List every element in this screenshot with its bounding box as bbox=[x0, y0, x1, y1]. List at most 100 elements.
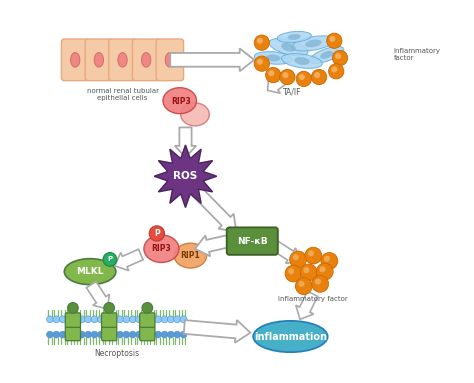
Circle shape bbox=[85, 331, 91, 338]
Ellipse shape bbox=[310, 46, 344, 63]
Text: inflammatory
factor: inflammatory factor bbox=[393, 47, 440, 61]
Ellipse shape bbox=[253, 321, 328, 352]
Circle shape bbox=[123, 316, 130, 323]
Polygon shape bbox=[115, 249, 143, 271]
Ellipse shape bbox=[181, 103, 210, 126]
Circle shape bbox=[335, 53, 341, 59]
Circle shape bbox=[257, 59, 263, 65]
Circle shape bbox=[142, 316, 149, 323]
Circle shape bbox=[161, 316, 168, 323]
Circle shape bbox=[59, 331, 66, 338]
Circle shape bbox=[180, 316, 187, 323]
Text: inflammatory factor: inflammatory factor bbox=[278, 296, 348, 303]
Polygon shape bbox=[154, 145, 217, 208]
Circle shape bbox=[324, 255, 330, 262]
Circle shape bbox=[117, 331, 123, 338]
Circle shape bbox=[91, 331, 98, 338]
Circle shape bbox=[129, 316, 136, 323]
Ellipse shape bbox=[165, 52, 174, 67]
FancyBboxPatch shape bbox=[62, 39, 89, 81]
Circle shape bbox=[161, 331, 168, 338]
Ellipse shape bbox=[118, 52, 127, 67]
Circle shape bbox=[296, 71, 311, 87]
Circle shape bbox=[148, 331, 155, 338]
Polygon shape bbox=[184, 320, 250, 343]
Circle shape bbox=[299, 74, 305, 80]
Circle shape bbox=[293, 254, 299, 260]
Ellipse shape bbox=[281, 43, 296, 52]
Circle shape bbox=[180, 331, 187, 338]
Polygon shape bbox=[170, 48, 254, 71]
Text: NF-κB: NF-κB bbox=[237, 237, 268, 246]
Ellipse shape bbox=[254, 52, 292, 64]
Polygon shape bbox=[267, 72, 289, 93]
FancyBboxPatch shape bbox=[65, 326, 81, 341]
FancyBboxPatch shape bbox=[140, 313, 155, 327]
Ellipse shape bbox=[71, 52, 80, 67]
Circle shape bbox=[167, 331, 174, 338]
Circle shape bbox=[149, 226, 164, 241]
Text: RIP3: RIP3 bbox=[151, 244, 171, 253]
Circle shape bbox=[104, 331, 111, 338]
Ellipse shape bbox=[104, 303, 115, 313]
Text: RIP1: RIP1 bbox=[181, 251, 201, 260]
FancyBboxPatch shape bbox=[65, 313, 81, 327]
Circle shape bbox=[327, 33, 342, 48]
FancyBboxPatch shape bbox=[132, 39, 160, 81]
Circle shape bbox=[136, 316, 143, 323]
Text: P: P bbox=[154, 229, 160, 238]
Text: inflammation: inflammation bbox=[254, 332, 327, 342]
Circle shape bbox=[136, 331, 143, 338]
FancyBboxPatch shape bbox=[109, 39, 136, 81]
Circle shape bbox=[319, 266, 326, 272]
Circle shape bbox=[91, 316, 98, 323]
Text: TA/IF: TA/IF bbox=[283, 88, 301, 97]
Polygon shape bbox=[86, 282, 109, 309]
Circle shape bbox=[85, 316, 91, 323]
Ellipse shape bbox=[144, 235, 179, 262]
Circle shape bbox=[66, 316, 73, 323]
Circle shape bbox=[104, 316, 111, 323]
Text: ROS: ROS bbox=[173, 171, 198, 181]
Ellipse shape bbox=[288, 34, 301, 40]
FancyBboxPatch shape bbox=[227, 228, 278, 255]
Polygon shape bbox=[175, 128, 196, 157]
Circle shape bbox=[303, 267, 310, 273]
FancyBboxPatch shape bbox=[140, 326, 155, 341]
Circle shape bbox=[331, 66, 337, 72]
Ellipse shape bbox=[142, 303, 153, 313]
Ellipse shape bbox=[163, 88, 197, 114]
Circle shape bbox=[123, 331, 130, 338]
Circle shape bbox=[301, 264, 317, 281]
Circle shape bbox=[78, 316, 85, 323]
Circle shape bbox=[174, 331, 181, 338]
Circle shape bbox=[254, 35, 269, 50]
Circle shape bbox=[280, 69, 295, 85]
Circle shape bbox=[78, 331, 85, 338]
Circle shape bbox=[66, 331, 73, 338]
Ellipse shape bbox=[68, 303, 78, 313]
Circle shape bbox=[155, 331, 162, 338]
Circle shape bbox=[98, 316, 104, 323]
Polygon shape bbox=[195, 235, 230, 256]
FancyBboxPatch shape bbox=[85, 39, 113, 81]
FancyBboxPatch shape bbox=[156, 39, 183, 81]
Circle shape bbox=[46, 316, 54, 323]
Ellipse shape bbox=[294, 57, 310, 65]
Circle shape bbox=[328, 64, 344, 79]
Polygon shape bbox=[272, 241, 300, 264]
Circle shape bbox=[46, 331, 54, 338]
Circle shape bbox=[53, 316, 60, 323]
Circle shape bbox=[148, 316, 155, 323]
Circle shape bbox=[142, 331, 149, 338]
Ellipse shape bbox=[174, 243, 207, 268]
Ellipse shape bbox=[266, 54, 281, 61]
Circle shape bbox=[285, 265, 302, 282]
Polygon shape bbox=[296, 291, 318, 319]
Circle shape bbox=[155, 316, 162, 323]
Circle shape bbox=[98, 331, 104, 338]
FancyBboxPatch shape bbox=[101, 326, 117, 341]
Circle shape bbox=[129, 331, 136, 338]
Circle shape bbox=[299, 281, 305, 287]
Circle shape bbox=[110, 316, 117, 323]
